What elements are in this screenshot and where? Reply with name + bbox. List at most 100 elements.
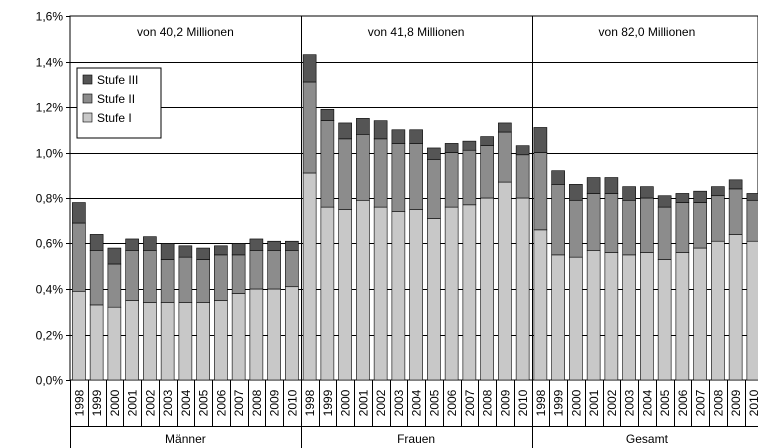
bar-segment-stufe3 (622, 186, 636, 201)
x-tick-label: 2010 (516, 389, 530, 416)
x-tick-label: 2005 (197, 389, 211, 416)
bar-segment-stufe1 (444, 206, 459, 381)
x-tick-label: 2007 (463, 389, 477, 416)
bar-segment-stufe3 (569, 184, 583, 201)
x-tick-label: 2005 (658, 389, 672, 416)
x-tick-label: 2003 (161, 389, 175, 416)
bar-segment-stufe2 (356, 134, 370, 201)
bar-segment-stufe3 (480, 136, 494, 146)
bar-segment-stufe3 (302, 54, 317, 83)
bar-segment-stufe1 (711, 240, 725, 381)
bar-segment-stufe1 (693, 247, 707, 381)
bar-segment-stufe2 (107, 263, 122, 308)
bar-segment-stufe3 (657, 195, 672, 208)
x-tick-label: 2005 (427, 389, 441, 416)
legend-label: Stufe I (97, 111, 132, 125)
bar-segment-stufe2 (409, 143, 423, 210)
bar-segment-stufe2 (569, 199, 583, 258)
bar-segment-stufe1 (569, 256, 583, 381)
bar-segment-stufe1 (640, 252, 654, 381)
bar-segment-stufe3 (604, 177, 619, 194)
bar-segment-stufe3 (356, 118, 370, 135)
bar-segment-stufe1 (409, 209, 423, 381)
bar-segment-stufe2 (391, 143, 406, 212)
bar-segment-stufe1 (125, 300, 139, 381)
x-tick-label: 2006 (676, 389, 690, 416)
bar-segment-stufe2 (285, 250, 299, 288)
bar-segment-stufe2 (711, 195, 725, 242)
bar-segment-stufe2 (462, 149, 477, 206)
bar-segment-stufe3 (640, 186, 654, 199)
bar-segment-stufe1 (373, 206, 388, 381)
bar-segment-stufe2 (320, 120, 335, 208)
bar-segment-stufe2 (533, 152, 548, 231)
bar-segment-stufe2 (249, 250, 264, 290)
bar-segment-stufe3 (89, 234, 104, 251)
bar-segment-stufe1 (285, 286, 299, 381)
x-tick-label: 2001 (587, 389, 601, 416)
group-label: Frauen (397, 432, 435, 446)
bar-segment-stufe2 (498, 131, 512, 183)
bar-segment-stufe2 (551, 184, 565, 256)
bar-segment-stufe1 (746, 240, 758, 381)
x-tick-label: 2006 (445, 389, 459, 416)
x-tick-label: 2004 (410, 389, 424, 416)
bar-segment-stufe1 (267, 288, 281, 381)
x-tick-label: 1998 (303, 389, 317, 416)
bar-segment-stufe2 (515, 154, 530, 199)
bar-segment-stufe2 (746, 199, 758, 242)
bar-segment-stufe1 (107, 306, 122, 381)
bar-segment-stufe3 (178, 245, 193, 258)
bar-segment-stufe3 (320, 108, 335, 121)
x-tick-label: 2003 (623, 389, 637, 416)
legend-swatch (82, 93, 93, 104)
bar-segment-stufe2 (427, 159, 441, 219)
bar-segment-stufe2 (160, 259, 175, 303)
bar-segment-stufe3 (391, 129, 406, 144)
y-tick-label: 0,0% (36, 374, 64, 388)
x-tick-label: 2002 (374, 389, 388, 416)
bar-segment-stufe2 (480, 145, 494, 199)
x-tick-label: 1999 (552, 389, 566, 416)
x-tick-label: 1998 (72, 389, 86, 416)
x-tick-label: 2000 (569, 389, 583, 416)
bar-segment-stufe3 (462, 140, 477, 151)
bar-segment-stufe1 (160, 302, 175, 381)
bar-segment-stufe1 (533, 229, 548, 381)
x-tick-label: 2000 (108, 389, 122, 416)
bar-segment-stufe2 (693, 202, 707, 249)
x-tick-label: 2004 (640, 389, 654, 416)
bar-segment-stufe2 (675, 202, 690, 253)
x-tick-label: 2001 (126, 389, 140, 416)
x-tick-label: 2000 (339, 389, 353, 416)
bar-segment-stufe2 (622, 199, 636, 256)
x-tick-label: 1998 (534, 389, 548, 416)
population-label: von 40,2 Millionen (137, 25, 234, 39)
x-tick-label: 1999 (321, 389, 335, 416)
bar-segment-stufe1 (675, 252, 690, 381)
bar-segment-stufe2 (586, 193, 601, 251)
bar-segment-stufe3 (693, 190, 707, 203)
x-tick-label: 2008 (481, 389, 495, 416)
bar-segment-stufe3 (231, 243, 246, 256)
bar-segment-stufe1 (143, 302, 157, 381)
bar-segment-stufe3 (675, 193, 690, 203)
bar-segment-stufe3 (711, 186, 725, 197)
bar-segment-stufe3 (551, 170, 565, 185)
bar-segment-stufe1 (302, 172, 317, 381)
y-tick-label: 1,0% (36, 147, 64, 161)
bar-segment-stufe1 (72, 290, 86, 381)
bar-segment-stufe2 (72, 222, 86, 292)
bar-segment-stufe1 (231, 293, 246, 381)
bar-segment-stufe2 (196, 259, 210, 303)
bar-segment-stufe1 (89, 304, 104, 381)
bar-segment-stufe1 (728, 234, 743, 381)
bar-segment-stufe1 (338, 209, 352, 381)
bar-segment-stufe1 (391, 211, 406, 381)
bar-segment-stufe3 (249, 238, 264, 251)
y-tick-label: 0,8% (36, 192, 64, 206)
bar-segment-stufe1 (515, 197, 530, 381)
legend-swatch (82, 74, 93, 85)
bar-segment-stufe1 (551, 254, 565, 381)
bar-segment-stufe3 (285, 240, 299, 251)
